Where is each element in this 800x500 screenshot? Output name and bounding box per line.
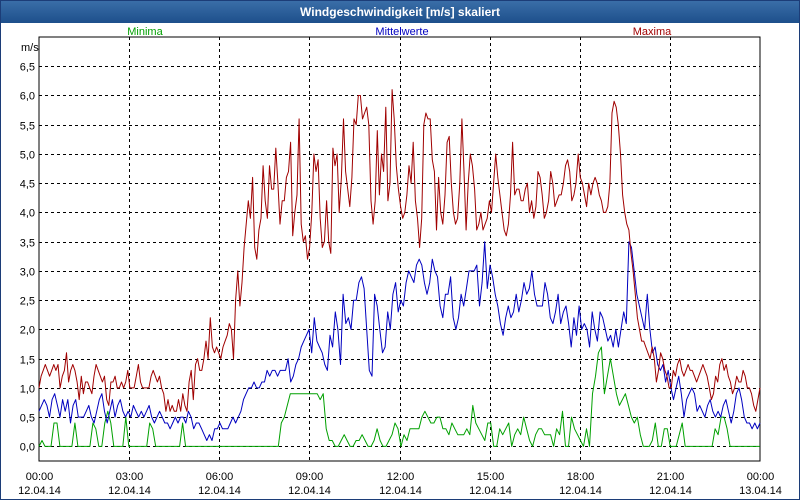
y-tick-label: 3,5 (20, 238, 35, 250)
y-tick-label: 6,0 (20, 91, 35, 103)
y-tick-label: 4,0 (20, 208, 35, 220)
x-tick-date: 12.04.14 (379, 485, 422, 497)
x-tick-date: 12.04.14 (18, 485, 61, 497)
x-tick-time: 12:00 (387, 471, 415, 483)
y-tick-label: 1,0 (20, 384, 35, 396)
y-axis-label: m/s (21, 42, 39, 54)
x-tick-date: 12.04.14 (198, 485, 241, 497)
legend-minima: Minima (127, 26, 163, 38)
x-tick-date: 12.04.14 (288, 485, 331, 497)
x-tick-date: 12.04.14 (469, 485, 512, 497)
x-axis-ticks: 00:00 12.04.14 03:00 12.04.14 06:00 12.04.14 0… (18, 471, 782, 497)
x-tick-date: 12.04.14 (108, 485, 151, 497)
x-tick-time: 09:00 (296, 471, 324, 483)
y-tick-label: 5,5 (20, 121, 35, 133)
legend-maxima: Maxima (633, 26, 672, 38)
x-tick-time: 21:00 (657, 471, 685, 483)
y-tick-label: 4,5 (20, 179, 35, 191)
legend-mittelwerte: Mittelwerte (375, 26, 428, 38)
y-tick-label: 0,0 (20, 442, 35, 454)
y-tick-label: 6,5 (20, 62, 35, 74)
y-tick-label: 2,5 (20, 296, 35, 308)
y-tick-label: 2,0 (20, 325, 35, 337)
x-tick-date: 12.04.14 (559, 485, 602, 497)
x-tick-time: 03:00 (116, 471, 144, 483)
x-tick-time: 00:00 (747, 471, 775, 483)
y-tick-label: 0,5 (20, 413, 35, 425)
x-tick-date: 13.04.14 (739, 485, 782, 497)
series-line-mittelwerte (38, 241, 761, 441)
x-tick-time: 06:00 (206, 471, 234, 483)
y-tick-label: 3,0 (20, 267, 35, 279)
series-line-maxima (38, 89, 761, 412)
series-lines (38, 89, 761, 447)
x-tick-time: 00:00 (26, 471, 54, 483)
window-title: Windgeschwindigkeit [m/s] skaliert (1, 1, 799, 23)
x-tick-time: 15:00 (477, 471, 505, 483)
y-axis-ticks: 0,0 0,5 1,0 1,5 2,0 2,5 3,0 3,5 4,0 4,5 5,0 5,5 6,0 6… (20, 62, 35, 454)
series-line-minima (38, 346, 760, 447)
x-tick-date: 12.04.14 (649, 485, 692, 497)
x-tick-time: 18:00 (567, 471, 595, 483)
y-tick-label: 1,5 (20, 355, 35, 367)
plot-area (38, 36, 761, 462)
y-tick-label: 5,0 (20, 150, 35, 162)
